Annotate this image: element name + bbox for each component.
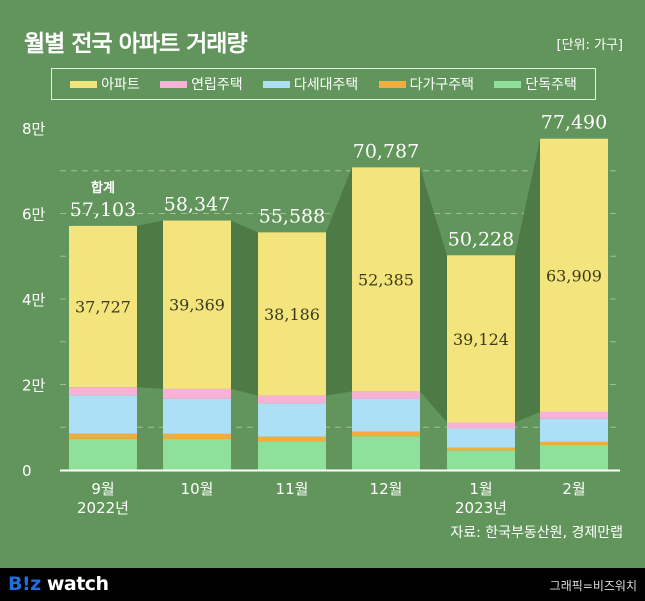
bar-segment	[352, 391, 420, 399]
bar-segment	[69, 387, 137, 396]
connector-band	[231, 220, 258, 396]
y-tick-label: 8만	[22, 120, 46, 138]
legend-swatch	[160, 80, 188, 88]
unit-label: [단위: 가구]	[556, 38, 624, 53]
bar-segment	[447, 422, 515, 429]
x-tick-label: 1월	[469, 480, 492, 498]
legend-item: 단독주택	[494, 74, 577, 94]
connector-band	[420, 167, 447, 423]
bar-segment	[352, 167, 420, 392]
bar-segment	[69, 438, 137, 470]
bar-segment	[352, 431, 420, 437]
graphic-credit: 그래픽=비즈워치	[549, 579, 637, 593]
bar-segment	[540, 138, 608, 412]
bar-segment	[540, 418, 608, 442]
apartment-value-label: 39,124	[453, 330, 509, 349]
y-tick-label: 0	[22, 462, 32, 480]
x-tick-label: 11월	[276, 480, 309, 498]
legend-label: 연립주택	[191, 77, 243, 93]
bar-segment	[352, 436, 420, 470]
y-tick-label: 4만	[22, 291, 46, 309]
legend-item: 다가구주택	[378, 74, 475, 94]
bar-segment	[163, 433, 231, 439]
bar-segment	[163, 398, 231, 434]
apartment-value-label: 52,385	[358, 270, 414, 289]
x-tick-label: 2월	[562, 480, 585, 498]
apartment-value-label: 37,727	[75, 298, 131, 317]
bar-segment	[69, 395, 137, 434]
connector-band	[515, 138, 540, 423]
total-label: 70,787	[353, 140, 419, 162]
legend-swatch	[378, 80, 406, 88]
connector-band	[137, 220, 163, 389]
y-tick-label: 6만	[22, 206, 46, 224]
total-label: 58,347	[164, 194, 230, 216]
bar-segment	[163, 220, 231, 389]
total-label: 55,588	[259, 205, 325, 227]
connector-band	[326, 167, 352, 396]
total-label: 77,490	[541, 112, 607, 134]
bar-segment	[258, 403, 326, 437]
bar-segment	[258, 441, 326, 470]
legend-swatch	[494, 80, 522, 88]
bar-segment	[540, 411, 608, 419]
legend-item: 연립주택	[160, 74, 243, 94]
bar-segment	[540, 444, 608, 470]
bar-segment	[69, 225, 137, 388]
legend-label: 다가구주택	[409, 77, 475, 93]
legend: 아파트 연립주택 다세대주택 다가구주택 단독주택	[51, 68, 596, 100]
bar-segment	[258, 436, 326, 442]
x-tick-label: 9월	[91, 480, 114, 498]
bar-segment	[447, 450, 515, 470]
bar-segment	[447, 428, 515, 448]
apartment-value-label: 39,369	[169, 296, 225, 315]
bar-segment	[540, 441, 608, 445]
bar-segment	[447, 447, 515, 451]
legend-label: 아파트	[101, 77, 140, 93]
total-heading: 합계	[91, 180, 115, 196]
legend-item: 다세대주택	[262, 74, 359, 94]
total-label: 50,228	[448, 228, 514, 250]
apartment-value-label: 38,186	[264, 305, 320, 324]
bar-segment	[447, 255, 515, 423]
year-label: 2023년	[455, 499, 507, 517]
legend-swatch	[262, 80, 290, 88]
y-tick-label: 2만	[22, 377, 46, 395]
x-tick-label: 12월	[370, 480, 403, 498]
legend-label: 다세대주택	[293, 77, 359, 93]
source-note: 자료: 한국부동산원, 경제만랩	[450, 525, 623, 541]
chart-title: 월별 전국 아파트 거래량	[24, 31, 248, 57]
bar-segment	[258, 395, 326, 404]
legend-label: 단독주택	[525, 77, 577, 93]
total-label: 57,103	[70, 199, 136, 221]
bar-segment	[69, 433, 137, 439]
bizwatch-logo: B!z watch	[8, 573, 109, 595]
legend-item: 아파트	[70, 74, 140, 94]
bar-segment	[352, 398, 420, 432]
bar-segment	[258, 232, 326, 396]
bar-segment	[163, 438, 231, 470]
legend-swatch	[70, 80, 98, 88]
x-tick-label: 10월	[181, 480, 214, 498]
apartment-value-label: 63,909	[546, 266, 602, 285]
year-label: 2022년	[77, 499, 129, 517]
bar-segment	[163, 388, 231, 399]
footer-bar: B!z watch 그래픽=비즈워치	[0, 568, 645, 601]
